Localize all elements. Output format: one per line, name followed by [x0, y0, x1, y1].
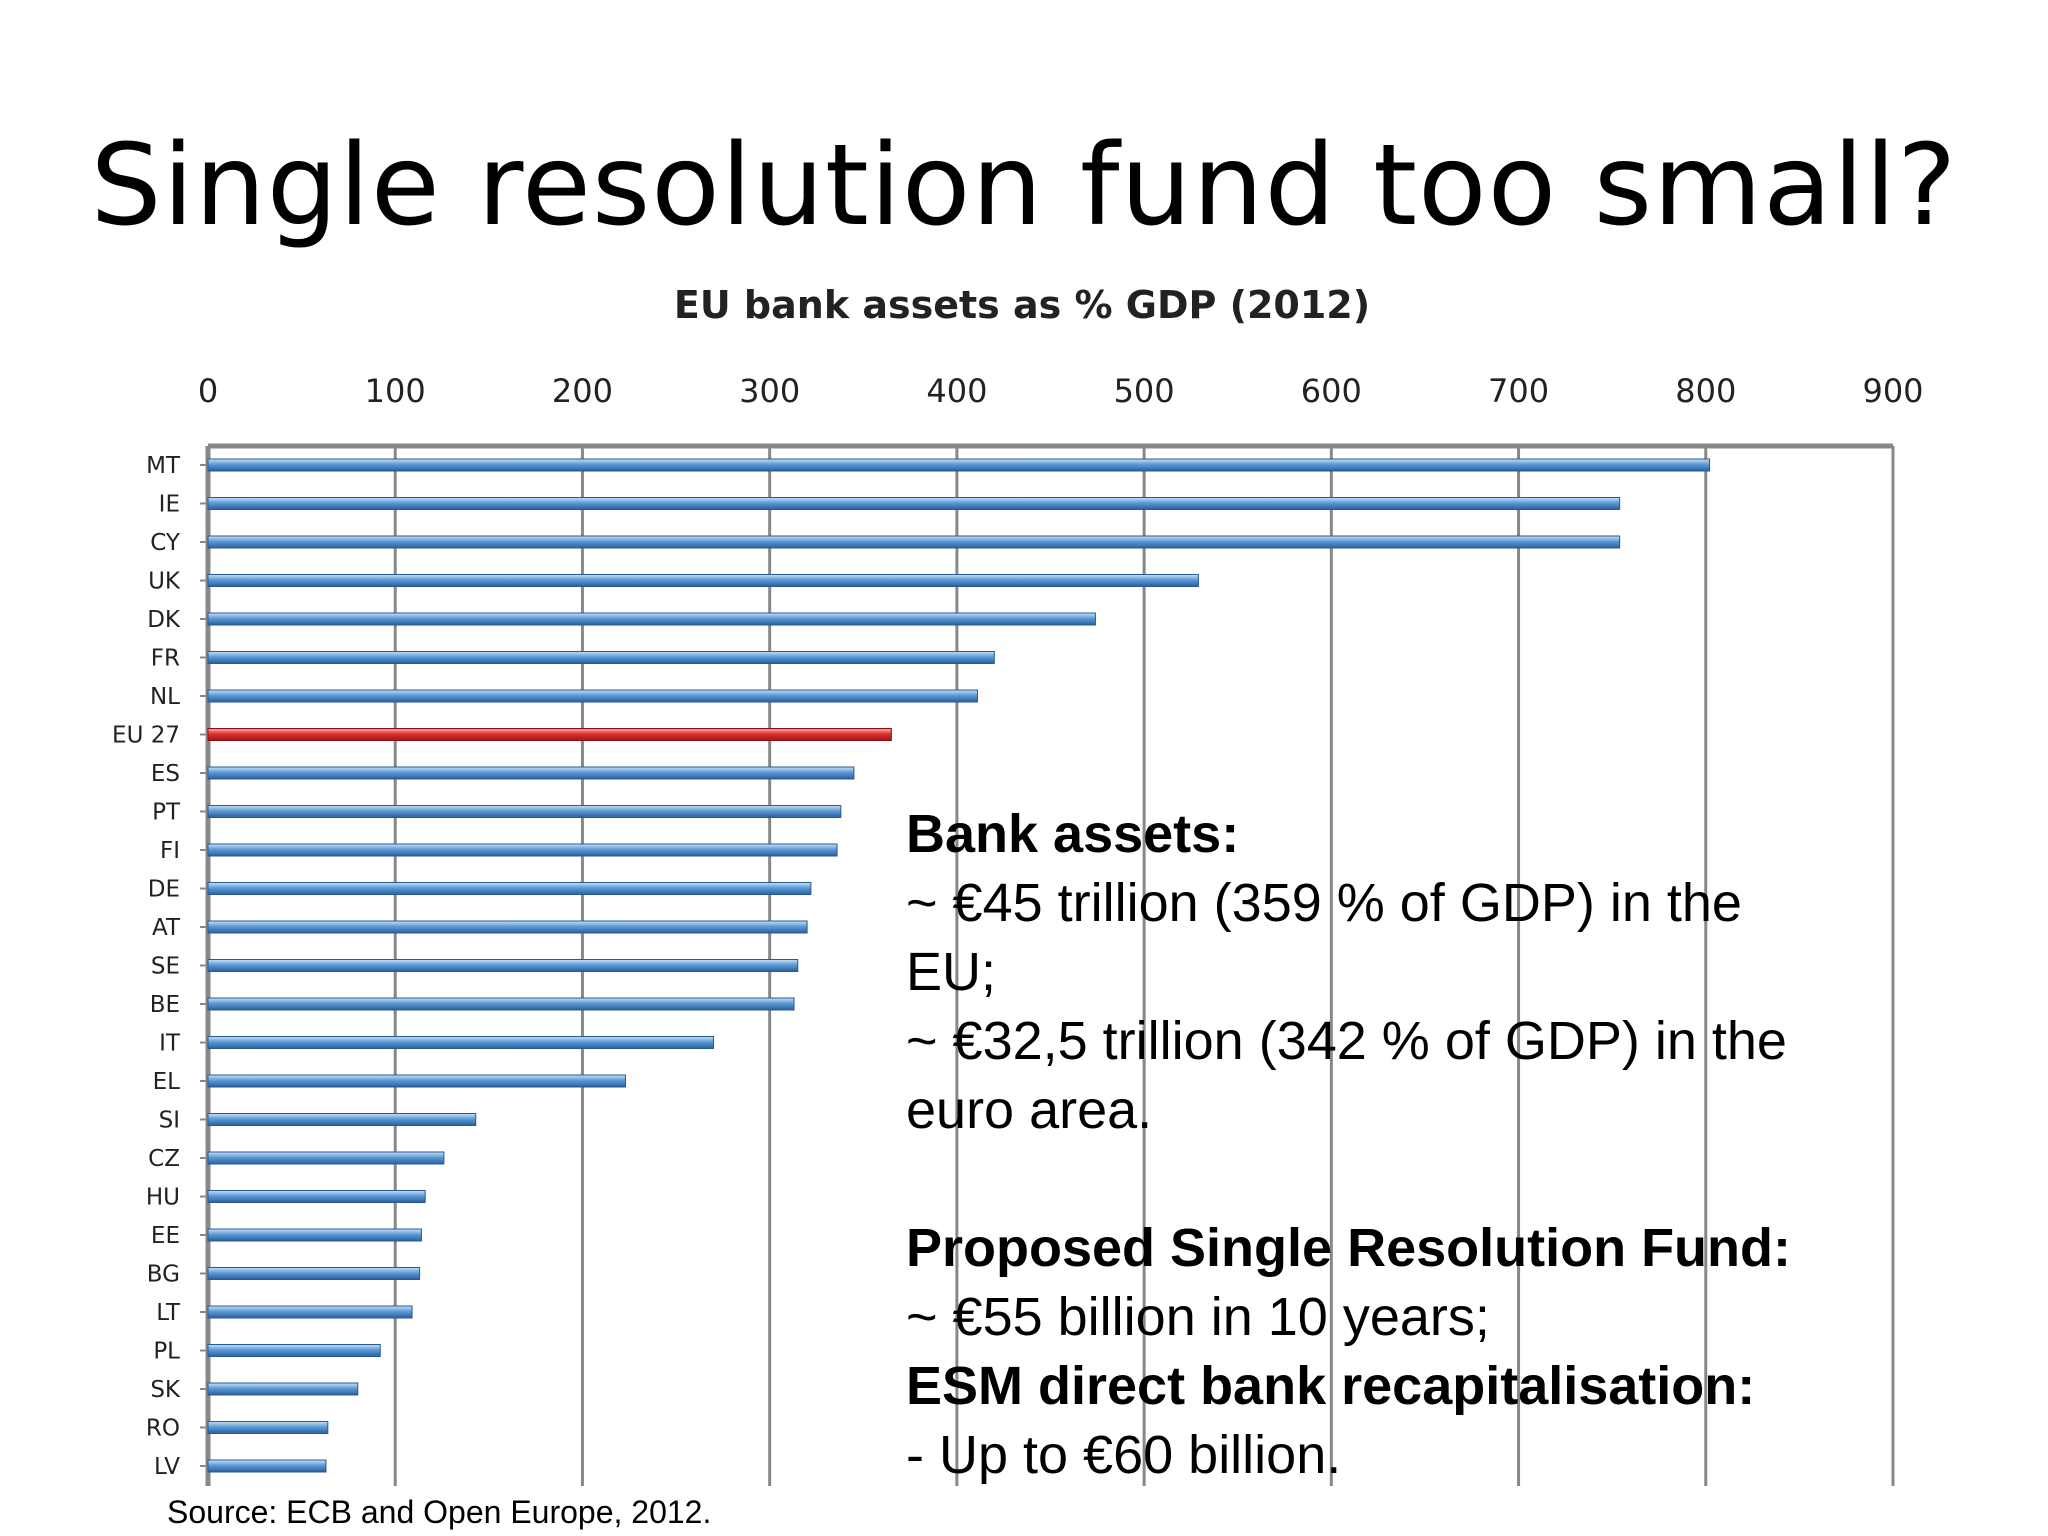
category-label-de: DE	[148, 877, 180, 903]
tick-label-200: 200	[552, 372, 613, 410]
bar-ee	[207, 1228, 422, 1242]
category-labels: MT IE CY UK DK FR NL EU 27 ES PT FI DE AT SE BE IT EL SI C…	[112, 453, 181, 1480]
esm-heading: ESM direct bank recapitalisation:	[906, 1356, 1756, 1416]
bar-pl	[207, 1344, 381, 1357]
category-label-fi: FI	[160, 838, 180, 864]
tick-label-600: 600	[1301, 372, 1362, 410]
bar-cz	[207, 1151, 445, 1165]
bar-se	[207, 959, 799, 972]
bar-at	[207, 920, 808, 934]
bar-lt	[207, 1305, 413, 1319]
esm-amount: - Up to €60 billion.	[906, 1425, 1342, 1485]
bar-it	[207, 1036, 714, 1049]
bar-ie	[207, 497, 1621, 510]
category-label-hu: HU	[146, 1185, 180, 1211]
category-label-at: AT	[152, 915, 181, 941]
tick-label-500: 500	[1114, 372, 1175, 410]
bar-bg	[207, 1267, 421, 1280]
slide-title: Single resolution fund too small?	[90, 121, 1958, 251]
bank-assets-eu-cont: EU;	[906, 942, 997, 1002]
bar-nl	[207, 689, 978, 703]
category-label-se: SE	[151, 954, 180, 980]
category-label-dk: DK	[147, 607, 181, 633]
bank-assets-euro-area: ~ €32,5 trillion (342 % of GDP) in the	[906, 1011, 1787, 1071]
bar-uk	[207, 574, 1199, 587]
bar-pt	[207, 805, 842, 818]
bank-assets-eu: ~ €45 trillion (359 % of GDP) in the	[906, 873, 1742, 933]
category-label-cz: CZ	[148, 1146, 180, 1172]
bar-eu-27	[207, 728, 892, 741]
tick-label-700: 700	[1488, 372, 1549, 410]
srf-amount: ~ €55 billion in 10 years;	[906, 1287, 1490, 1347]
bar-be	[207, 997, 795, 1011]
bar-cy	[207, 535, 1621, 549]
bar-fi	[207, 843, 838, 857]
category-label-nl: NL	[150, 684, 180, 710]
category-label-lv: LV	[154, 1454, 180, 1480]
tick-label-400: 400	[926, 372, 987, 410]
tick-label-300: 300	[739, 372, 800, 410]
bars	[207, 458, 1711, 1473]
source-note: Source: ECB and Open Europe, 2012.	[167, 1494, 712, 1530]
category-label-cy: CY	[150, 530, 181, 556]
chart-title: EU bank assets as % GDP (2012)	[674, 283, 1370, 327]
category-label-ee: EE	[151, 1223, 180, 1249]
bank-assets-heading: Bank assets:	[906, 804, 1240, 864]
bar-mt	[207, 458, 1711, 472]
tick-label-900: 900	[1862, 372, 1923, 410]
x-axis-ticks: 0 100 200 300 400 500 600 700 800 900	[198, 372, 1924, 410]
bar-dk	[207, 612, 1096, 626]
category-label-bg: BG	[147, 1262, 180, 1288]
bar-es	[207, 766, 855, 780]
category-label-pl: PL	[153, 1339, 180, 1365]
category-label-pt: PT	[152, 800, 181, 826]
category-label-it: IT	[159, 1031, 181, 1057]
bar-ro	[207, 1421, 329, 1434]
category-label-fr: FR	[151, 646, 180, 672]
bar-el	[207, 1074, 627, 1088]
tick-label-100: 100	[365, 372, 426, 410]
tick-label-0: 0	[198, 372, 218, 410]
bar-sk	[207, 1382, 359, 1396]
bar-fr	[207, 651, 995, 664]
category-label-uk: UK	[148, 569, 181, 595]
category-label-lt: LT	[156, 1300, 181, 1326]
category-label-el: EL	[153, 1069, 181, 1095]
category-label-be: BE	[150, 992, 180, 1018]
bar-lv	[207, 1459, 327, 1473]
category-label-es: ES	[151, 761, 180, 787]
category-label-si: SI	[159, 1108, 180, 1134]
bank-assets-euro-area-cont: euro area.	[906, 1080, 1153, 1140]
bar-hu	[207, 1190, 426, 1203]
annotation-box: Bank assets: ~ €45 trillion (359 % of GD…	[906, 800, 2026, 1490]
category-label-mt: MT	[146, 453, 181, 479]
category-label-sk: SK	[150, 1377, 181, 1403]
srf-heading: Proposed Single Resolution Fund:	[906, 1218, 1791, 1278]
category-label-ro: RO	[146, 1416, 180, 1442]
tick-label-800: 800	[1675, 372, 1736, 410]
annotation-spacer	[906, 1145, 2026, 1214]
bar-si	[207, 1113, 477, 1126]
category-label-ie: IE	[159, 492, 180, 518]
category-label-eu-27: EU 27	[112, 723, 180, 749]
bar-de	[207, 882, 812, 895]
